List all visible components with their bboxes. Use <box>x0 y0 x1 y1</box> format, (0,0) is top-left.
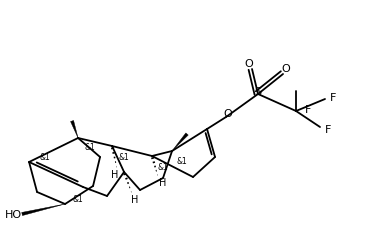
Text: &1: &1 <box>39 152 50 161</box>
Text: &1: &1 <box>84 143 95 152</box>
Text: &1: &1 <box>118 152 129 161</box>
Polygon shape <box>22 204 65 216</box>
Text: H: H <box>111 169 119 179</box>
Text: H: H <box>160 177 167 187</box>
Polygon shape <box>172 133 188 151</box>
Text: &1: &1 <box>157 162 168 171</box>
Text: S: S <box>255 87 262 97</box>
Text: F: F <box>330 93 336 103</box>
Text: HO: HO <box>5 209 22 219</box>
Text: F: F <box>325 124 331 135</box>
Polygon shape <box>70 121 78 138</box>
Text: F: F <box>305 105 311 115</box>
Text: O: O <box>282 64 290 74</box>
Text: H: H <box>131 194 139 204</box>
Text: O: O <box>244 59 253 69</box>
Text: &1: &1 <box>176 157 187 166</box>
Text: O: O <box>224 109 232 118</box>
Text: &1: &1 <box>72 195 83 204</box>
